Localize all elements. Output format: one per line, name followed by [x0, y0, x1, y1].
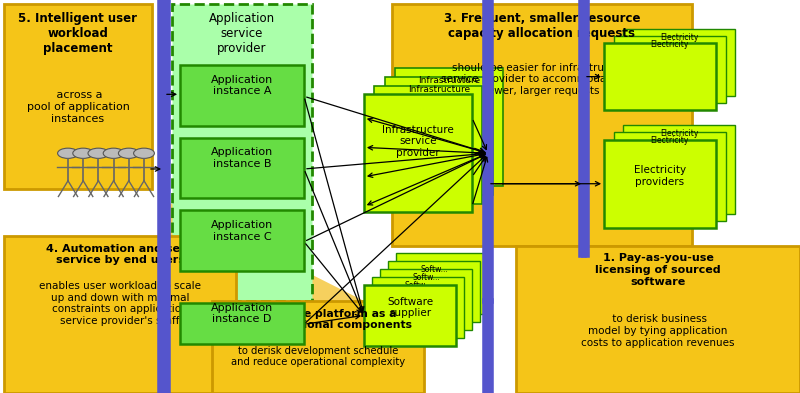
Polygon shape	[164, 200, 364, 301]
FancyBboxPatch shape	[392, 4, 692, 246]
FancyBboxPatch shape	[4, 236, 236, 393]
FancyBboxPatch shape	[388, 261, 480, 322]
Text: Software
supplier: Software supplier	[387, 297, 433, 318]
Circle shape	[118, 148, 139, 158]
FancyBboxPatch shape	[364, 94, 472, 212]
FancyBboxPatch shape	[374, 86, 482, 204]
FancyBboxPatch shape	[604, 43, 716, 110]
Text: across a
pool of application
instances: across a pool of application instances	[26, 90, 130, 123]
Text: Application
service
provider: Application service provider	[209, 12, 275, 55]
FancyBboxPatch shape	[623, 29, 735, 96]
Text: Infrastructure
service
provider: Infrastructure service provider	[382, 125, 454, 158]
Text: Application
instance C: Application instance C	[211, 220, 273, 242]
Text: 3. Frequent, smaller resource
capacity allocation requests: 3. Frequent, smaller resource capacity a…	[444, 12, 640, 40]
Text: 1. Pay-as-you-use
licensing of sourced
software: 1. Pay-as-you-use licensing of sourced s…	[595, 253, 721, 286]
FancyBboxPatch shape	[364, 285, 456, 346]
FancyBboxPatch shape	[212, 301, 424, 393]
Text: 2. Leverage platform as a
service functional components: 2. Leverage platform as a service functi…	[224, 309, 412, 330]
Text: Softw...: Softw...	[420, 265, 448, 274]
FancyBboxPatch shape	[614, 36, 726, 103]
Circle shape	[134, 148, 154, 158]
Text: Infrastructure: Infrastructure	[408, 85, 470, 94]
FancyBboxPatch shape	[516, 246, 800, 393]
Circle shape	[88, 148, 109, 158]
FancyBboxPatch shape	[180, 303, 304, 344]
Text: Electricity: Electricity	[660, 33, 698, 42]
Text: 5. Intelligent user
workload
placement: 5. Intelligent user workload placement	[18, 12, 138, 55]
Circle shape	[58, 148, 78, 158]
FancyBboxPatch shape	[604, 140, 716, 228]
Text: Electricity: Electricity	[650, 40, 689, 49]
Text: 4. Automation and self-
service by end users: 4. Automation and self- service by end u…	[46, 244, 194, 265]
FancyBboxPatch shape	[180, 65, 304, 126]
Polygon shape	[516, 246, 584, 393]
Text: enables user workload to scale
up and down with minimal
constraints on applicati: enables user workload to scale up and do…	[39, 281, 201, 326]
FancyBboxPatch shape	[614, 132, 726, 221]
Circle shape	[73, 148, 94, 158]
FancyBboxPatch shape	[4, 4, 152, 189]
FancyBboxPatch shape	[180, 138, 304, 198]
Text: Electricity: Electricity	[650, 136, 689, 145]
FancyBboxPatch shape	[372, 277, 464, 338]
Text: Electricity: Electricity	[660, 129, 698, 138]
Text: Infrastructure: Infrastructure	[418, 76, 480, 85]
FancyBboxPatch shape	[172, 4, 312, 301]
Text: Softw...: Softw...	[404, 281, 432, 290]
Circle shape	[103, 148, 124, 158]
Text: Electricity
providers: Electricity providers	[634, 165, 686, 187]
FancyBboxPatch shape	[395, 68, 503, 186]
Text: to derisk business
model by tying application
costs to application revenues: to derisk business model by tying applic…	[582, 314, 734, 347]
FancyBboxPatch shape	[385, 77, 493, 195]
FancyBboxPatch shape	[396, 253, 488, 314]
FancyBboxPatch shape	[380, 269, 472, 330]
Text: Application
instance A: Application instance A	[211, 75, 273, 96]
Polygon shape	[364, 106, 488, 212]
FancyBboxPatch shape	[180, 210, 304, 271]
Text: Application
instance D: Application instance D	[211, 303, 273, 324]
Text: to derisk development schedule
and reduce operational complexity: to derisk development schedule and reduc…	[231, 346, 405, 367]
FancyBboxPatch shape	[623, 125, 735, 214]
Text: Application
instance B: Application instance B	[211, 147, 273, 169]
Text: should be easier for infrastructure
service provider to accommodate than
fewer, : should be easier for infrastructure serv…	[441, 63, 643, 96]
Text: Softw...: Softw...	[412, 273, 440, 282]
